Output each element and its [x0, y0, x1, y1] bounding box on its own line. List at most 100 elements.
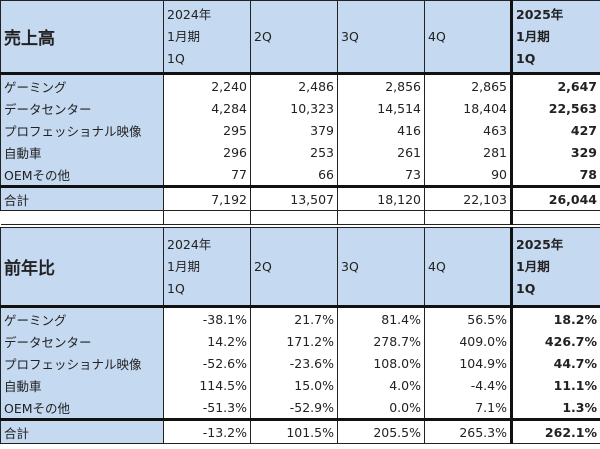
cell-value: 4.0% [337, 374, 425, 396]
total-value: -13.2% [163, 418, 251, 444]
revenue-title: 売上高 [0, 0, 164, 75]
row-label: 自動車 [0, 374, 164, 396]
cell-value: 21.7% [250, 306, 338, 330]
header-3q: 3Q [337, 227, 425, 308]
table-row: 自動車 296 253 261 281 329 [0, 141, 600, 163]
cell-value: 427 [510, 119, 600, 141]
cell-value: 1.3% [510, 396, 600, 420]
total-value: 18,120 [337, 185, 425, 211]
spacer-row [0, 210, 600, 225]
total-value: 26,044 [510, 185, 600, 211]
cell-value: -38.1% [163, 306, 251, 330]
yoy-header-row: 前年比 2024年 1月期 1Q 2Q 3Q 4Q 2025年 1月期 1Q [0, 227, 600, 308]
cell-value: 2,486 [250, 73, 338, 97]
header-line: 1Q [167, 280, 185, 296]
header-line: 1Q [516, 280, 536, 296]
cell-value: 66 [250, 163, 338, 187]
row-label: ゲーミング [0, 306, 164, 330]
row-label: データセンター [0, 97, 164, 119]
table-row: ゲーミング 2,240 2,486 2,856 2,865 2,647 [0, 73, 600, 97]
header-line: 1月期 [167, 28, 200, 44]
header-2q: 2Q [250, 0, 338, 75]
total-value: 265.3% [424, 418, 512, 444]
table-row: プロフェッショナル映像 -52.6% -23.6% 108.0% 104.9% 44.7… [0, 352, 600, 374]
table-row: データセンター 4,284 10,323 14,514 18,404 22,563 [0, 97, 600, 119]
cell-value: 15.0% [250, 374, 338, 396]
cell-value: 463 [424, 119, 512, 141]
header-2024-1q: 2024年 1月期 1Q [163, 0, 251, 75]
cell-value: -52.9% [250, 396, 338, 420]
cell-value: 2,865 [424, 73, 512, 97]
yoy-table: 前年比 2024年 1月期 1Q 2Q 3Q 4Q 2025年 1月期 1Q ゲーミング… [0, 227, 600, 444]
row-label: ゲーミング [0, 73, 164, 97]
cell-value: 4,284 [163, 97, 251, 119]
row-label: OEMその他 [0, 396, 164, 420]
total-value: 262.1% [510, 418, 600, 444]
header-line: 2025年 [516, 6, 564, 22]
cell-value: 114.5% [163, 374, 251, 396]
table-row: プロフェッショナル映像 295 379 416 463 427 [0, 119, 600, 141]
cell-value: 416 [337, 119, 425, 141]
revenue-table: 売上高 2024年 1月期 1Q 2Q 3Q 4Q 2025年 1月期 1Q ゲーミング… [0, 0, 600, 225]
table-row: データセンター 14.2% 171.2% 278.7% 409.0% 426.7% [0, 330, 600, 352]
cell-value: 281 [424, 141, 512, 163]
cell-value: 22,563 [510, 97, 600, 119]
table-row: OEMその他 77 66 73 90 78 [0, 163, 600, 187]
total-value: 101.5% [250, 418, 338, 444]
cell-value: 11.1% [510, 374, 600, 396]
cell-value: -52.6% [163, 352, 251, 374]
cell-value: 81.4% [337, 306, 425, 330]
revenue-header-row: 売上高 2024年 1月期 1Q 2Q 3Q 4Q 2025年 1月期 1Q [0, 0, 600, 75]
header-line: 2024年 [167, 236, 212, 252]
total-row: 合計 7,192 13,507 18,120 22,103 26,044 [0, 185, 600, 211]
cell-value: 73 [337, 163, 425, 187]
header-2025-1q: 2025年 1月期 1Q [510, 227, 600, 308]
total-value: 22,103 [424, 185, 512, 211]
cell-value: 261 [337, 141, 425, 163]
cell-value: 44.7% [510, 352, 600, 374]
total-row: 合計 -13.2% 101.5% 205.5% 265.3% 262.1% [0, 418, 600, 444]
header-line: 1月期 [516, 258, 550, 274]
total-value: 205.5% [337, 418, 425, 444]
row-label: プロフェッショナル映像 [0, 352, 164, 374]
cell-value: 296 [163, 141, 251, 163]
cell-value: 329 [510, 141, 600, 163]
row-label: データセンター [0, 330, 164, 352]
total-value: 7,192 [163, 185, 251, 211]
cell-value: 2,647 [510, 73, 600, 97]
cell-value: 253 [250, 141, 338, 163]
cell-value: 56.5% [424, 306, 512, 330]
header-3q: 3Q [337, 0, 425, 75]
cell-value: 409.0% [424, 330, 512, 352]
cell-value: 278.7% [337, 330, 425, 352]
header-line: 2025年 [516, 236, 564, 252]
cell-value: 14,514 [337, 97, 425, 119]
yoy-title: 前年比 [0, 227, 164, 308]
cell-value: -4.4% [424, 374, 512, 396]
header-2024-1q: 2024年 1月期 1Q [163, 227, 251, 308]
header-line: 1月期 [167, 258, 200, 274]
cell-value: 2,856 [337, 73, 425, 97]
total-label: 合計 [0, 185, 164, 211]
total-label: 合計 [0, 418, 164, 444]
cell-value: 18,404 [424, 97, 512, 119]
cell-value: -51.3% [163, 396, 251, 420]
cell-value: 0.0% [337, 396, 425, 420]
cell-value: 295 [163, 119, 251, 141]
cell-value: 90 [424, 163, 512, 187]
row-label: プロフェッショナル映像 [0, 119, 164, 141]
header-line: 1月期 [516, 28, 550, 44]
cell-value: 7.1% [424, 396, 512, 420]
header-line: 1Q [516, 50, 536, 66]
row-label: OEMその他 [0, 163, 164, 187]
cell-value: 426.7% [510, 330, 600, 352]
table-row: OEMその他 -51.3% -52.9% 0.0% 7.1% 1.3% [0, 396, 600, 420]
cell-value: 108.0% [337, 352, 425, 374]
cell-value: 104.9% [424, 352, 512, 374]
cell-value: 379 [250, 119, 338, 141]
cell-value: -23.6% [250, 352, 338, 374]
header-4q: 4Q [424, 0, 512, 75]
cell-value: 2,240 [163, 73, 251, 97]
total-value: 13,507 [250, 185, 338, 211]
header-line: 2024年 [167, 6, 212, 22]
